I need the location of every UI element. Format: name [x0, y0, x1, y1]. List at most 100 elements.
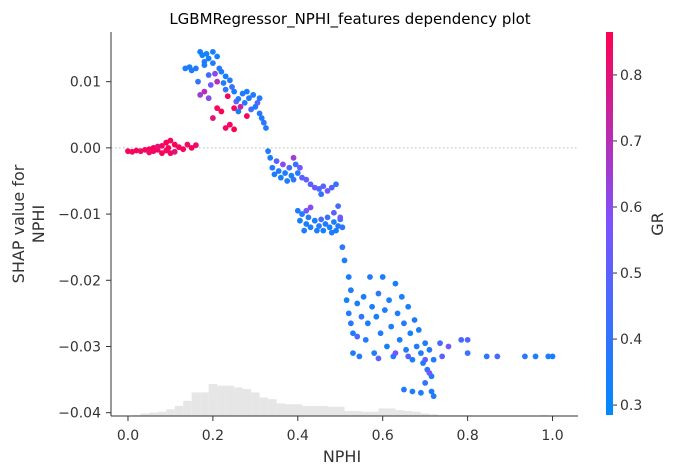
- data-point: [193, 142, 199, 149]
- data-point: [413, 343, 420, 350]
- y-axis-label-line-1: SHAP value for: [9, 164, 28, 283]
- data-point: [532, 353, 539, 360]
- data-point: [214, 53, 221, 60]
- data-point: [269, 164, 276, 171]
- histogram-bar: [234, 387, 243, 416]
- colorbar-tick-label: 0.6: [620, 200, 642, 216]
- data-point: [430, 393, 437, 400]
- data-point: [350, 350, 356, 356]
- x-tick-label: 0.2: [202, 428, 224, 444]
- data-point: [545, 353, 552, 360]
- data-point: [464, 336, 471, 343]
- colorbar-tick-label: 0.4: [620, 332, 642, 348]
- data-point: [220, 80, 227, 86]
- data-point: [229, 84, 235, 90]
- data-point: [333, 227, 339, 234]
- histogram-bar: [208, 384, 218, 416]
- data-point: [263, 125, 269, 131]
- data-point: [226, 121, 233, 128]
- data-point: [273, 158, 280, 165]
- data-point: [437, 340, 443, 347]
- histogram-bar: [140, 413, 150, 416]
- colorbar-tick-label: 0.7: [620, 134, 642, 150]
- data-point: [256, 110, 263, 117]
- data-point: [184, 141, 191, 148]
- data-point: [307, 224, 314, 231]
- data-point: [320, 183, 327, 190]
- data-point: [299, 211, 305, 217]
- data-point: [165, 144, 172, 151]
- scatter-points: [125, 48, 556, 400]
- data-point: [369, 303, 375, 310]
- y-tick-label: −0.03: [58, 339, 101, 355]
- data-point: [339, 224, 346, 231]
- histogram-bar: [285, 404, 294, 416]
- data-point: [360, 293, 367, 300]
- histogram-bar: [225, 385, 235, 416]
- data-point: [303, 176, 310, 183]
- data-point: [260, 119, 267, 126]
- data-point: [231, 88, 238, 95]
- data-point: [345, 274, 352, 280]
- histogram-bar: [302, 405, 311, 416]
- data-point: [311, 217, 318, 224]
- histogram-bar: [429, 414, 438, 416]
- histogram-bar: [166, 409, 175, 416]
- data-point: [377, 330, 384, 337]
- data-point: [394, 310, 401, 317]
- data-point: [439, 353, 446, 360]
- data-point: [193, 65, 199, 72]
- data-point: [458, 336, 465, 343]
- data-point: [301, 227, 308, 234]
- data-point: [405, 353, 412, 360]
- data-point: [159, 142, 165, 149]
- data-point: [167, 137, 174, 144]
- histogram-bar: [217, 385, 226, 416]
- data-point: [248, 106, 255, 113]
- histogram-bar: [157, 411, 167, 416]
- data-point: [384, 343, 390, 350]
- data-point: [231, 105, 238, 112]
- histogram-bar: [276, 403, 286, 416]
- data-point: [318, 216, 325, 223]
- histogram-bar: [378, 408, 387, 416]
- data-point: [292, 161, 299, 168]
- data-point: [307, 204, 314, 211]
- data-point: [307, 181, 314, 188]
- data-point: [333, 181, 339, 188]
- data-point: [409, 388, 416, 395]
- data-point: [373, 313, 380, 320]
- data-point: [398, 293, 405, 300]
- y-axis-label: SHAP value for NPHI: [9, 164, 48, 283]
- data-point: [328, 184, 335, 191]
- histogram-bar: [183, 400, 192, 416]
- histogram-bar: [293, 404, 303, 416]
- histogram-bar: [259, 397, 269, 416]
- data-point: [243, 88, 250, 95]
- data-point: [142, 146, 148, 153]
- data-point: [235, 95, 242, 102]
- x-tick-label: 0.8: [456, 428, 478, 444]
- data-point: [171, 148, 178, 155]
- data-point: [159, 150, 165, 157]
- data-point: [386, 297, 392, 304]
- data-point: [303, 207, 310, 214]
- data-point: [337, 214, 344, 221]
- data-point: [214, 105, 221, 112]
- data-point: [180, 146, 187, 153]
- x-tick-label: 0.4: [287, 428, 309, 444]
- histogram-bar: [319, 405, 328, 416]
- data-point: [218, 108, 225, 115]
- feature-histogram: [132, 384, 549, 416]
- data-point: [354, 333, 361, 340]
- data-point: [392, 350, 399, 356]
- data-point: [422, 340, 429, 347]
- data-point: [209, 60, 216, 67]
- data-point: [430, 356, 437, 363]
- data-point: [195, 78, 201, 85]
- data-point: [367, 274, 373, 280]
- data-point: [320, 227, 327, 234]
- data-point: [271, 171, 278, 178]
- data-point: [188, 144, 195, 151]
